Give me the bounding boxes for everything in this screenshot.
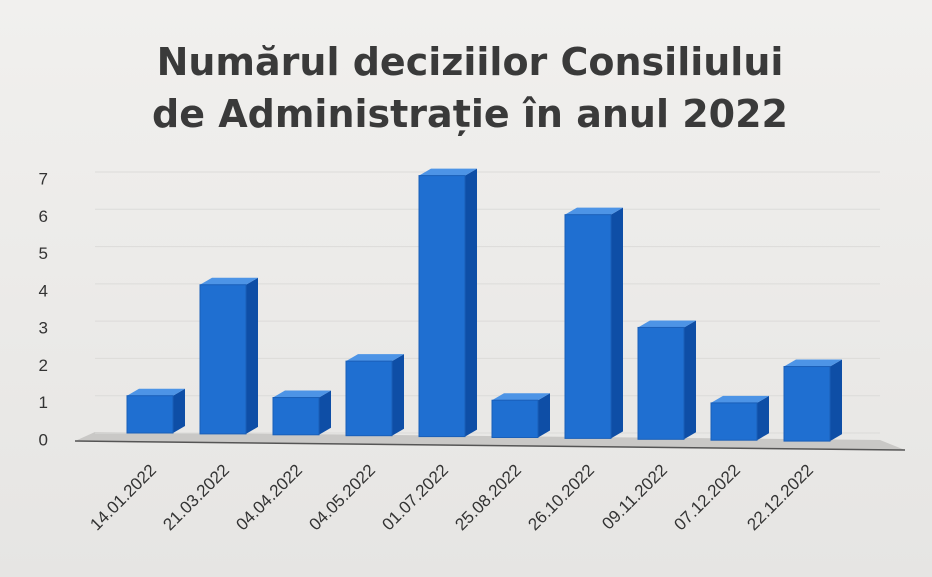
x-tick-label: 07.12.2022 [670, 461, 744, 535]
bar-side [392, 354, 404, 436]
bar-top [419, 168, 477, 176]
bar [564, 214, 612, 439]
y-tick-label: 4 [39, 281, 48, 300]
bar-top [711, 395, 769, 403]
y-tick-label: 1 [39, 393, 48, 412]
bar-side [684, 320, 696, 440]
bar [418, 175, 466, 438]
x-tick-label: 21.03.2022 [159, 461, 233, 535]
bar [199, 284, 247, 435]
bar-top [492, 393, 550, 401]
y-tick-label: 2 [39, 356, 48, 375]
bar-side [246, 277, 258, 434]
x-tick-label: 01.07.2022 [378, 461, 452, 535]
bar [783, 366, 831, 442]
bar-top [127, 388, 185, 396]
bar-top [565, 207, 623, 215]
bar-side [538, 393, 550, 438]
bar [491, 399, 539, 439]
x-tick-label: 14.01.2022 [86, 461, 160, 535]
bar-side [611, 207, 623, 439]
bar-side [830, 359, 842, 442]
floor-edge [74, 440, 906, 451]
y-tick-label: 6 [39, 207, 48, 226]
chart-title: Numărul deciziilor Consiliului de Admini… [152, 40, 788, 136]
bar-side [465, 168, 477, 437]
bar-side [757, 395, 769, 441]
bar-side [319, 390, 331, 435]
x-tick-label: 09.11.2022 [598, 461, 671, 534]
x-tick-label: 26.10.2022 [524, 461, 598, 535]
bar-top [200, 277, 258, 285]
bar [637, 326, 685, 440]
x-tick-label: 22.12.2022 [743, 461, 817, 535]
bar-side [173, 388, 185, 433]
y-tick-label: 5 [39, 244, 48, 263]
bar-top [784, 359, 842, 367]
y-tick-label: 0 [39, 430, 48, 449]
bar [272, 397, 320, 436]
bar-top [346, 354, 404, 362]
bar-top [638, 320, 696, 328]
y-tick-label: 7 [39, 169, 48, 188]
bar [710, 402, 758, 441]
x-tick-label: 04.04.2022 [232, 461, 306, 535]
x-tick-label: 25.08.2022 [451, 461, 525, 535]
bar-top [273, 390, 331, 398]
bar [345, 360, 393, 437]
y-tick-label: 3 [39, 319, 48, 338]
x-tick-label: 04.05.2022 [305, 461, 379, 535]
bar [126, 395, 174, 434]
floor [75, 432, 905, 450]
